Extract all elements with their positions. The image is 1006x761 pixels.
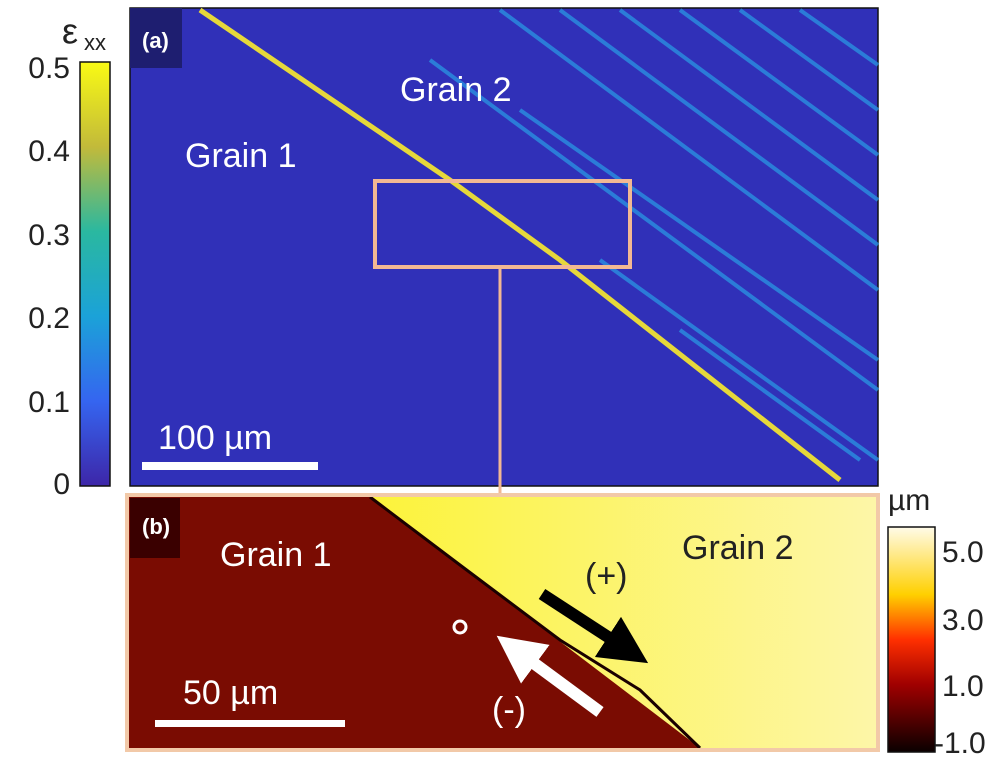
scale-bar-label: 100 µm bbox=[158, 419, 272, 457]
tick-label: 1.0 bbox=[942, 670, 984, 703]
tick-label: 0 bbox=[53, 468, 70, 501]
colorbar-subscript: xx bbox=[84, 30, 106, 55]
grain-label: Grain 1 bbox=[185, 137, 297, 175]
tick-label: 5.0 bbox=[942, 536, 984, 569]
colorbar bbox=[80, 62, 110, 486]
grain-label: Grain 2 bbox=[682, 529, 794, 567]
tick-label: -1.0 bbox=[934, 727, 986, 760]
colorbar-symbol: ε bbox=[62, 11, 78, 52]
page: ε xx 0.5 0.4 0.3 0.2 0.1 0 (a) Grain 2 G… bbox=[0, 0, 1006, 761]
panel-a: (a) Grain 2 Grain 1 100 µm bbox=[130, 8, 878, 495]
colorbar bbox=[888, 527, 935, 752]
tick-label: 3.0 bbox=[942, 604, 984, 637]
figure: ε xx 0.5 0.4 0.3 0.2 0.1 0 (a) Grain 2 G… bbox=[0, 0, 1006, 761]
tick-label: 0.1 bbox=[28, 386, 70, 419]
tick-label: 0.2 bbox=[28, 302, 70, 335]
tick-label: 0.3 bbox=[28, 219, 70, 252]
tick-label: 0.4 bbox=[28, 135, 70, 168]
panel-tag: (a) bbox=[142, 28, 169, 53]
panel-tag: (b) bbox=[142, 514, 170, 539]
arrow-label: (-) bbox=[492, 691, 526, 729]
scale-bar-label: 50 µm bbox=[183, 674, 278, 712]
panel-b: (b) Grain 1 Grain 2 (+) (-) 50 µm bbox=[127, 495, 878, 750]
tick-label: 0.5 bbox=[28, 52, 70, 85]
grain-label: Grain 1 bbox=[220, 536, 332, 574]
colorbar-unit: µm bbox=[888, 484, 930, 517]
grain-label: Grain 2 bbox=[400, 71, 512, 109]
arrow-label: (+) bbox=[585, 557, 628, 595]
